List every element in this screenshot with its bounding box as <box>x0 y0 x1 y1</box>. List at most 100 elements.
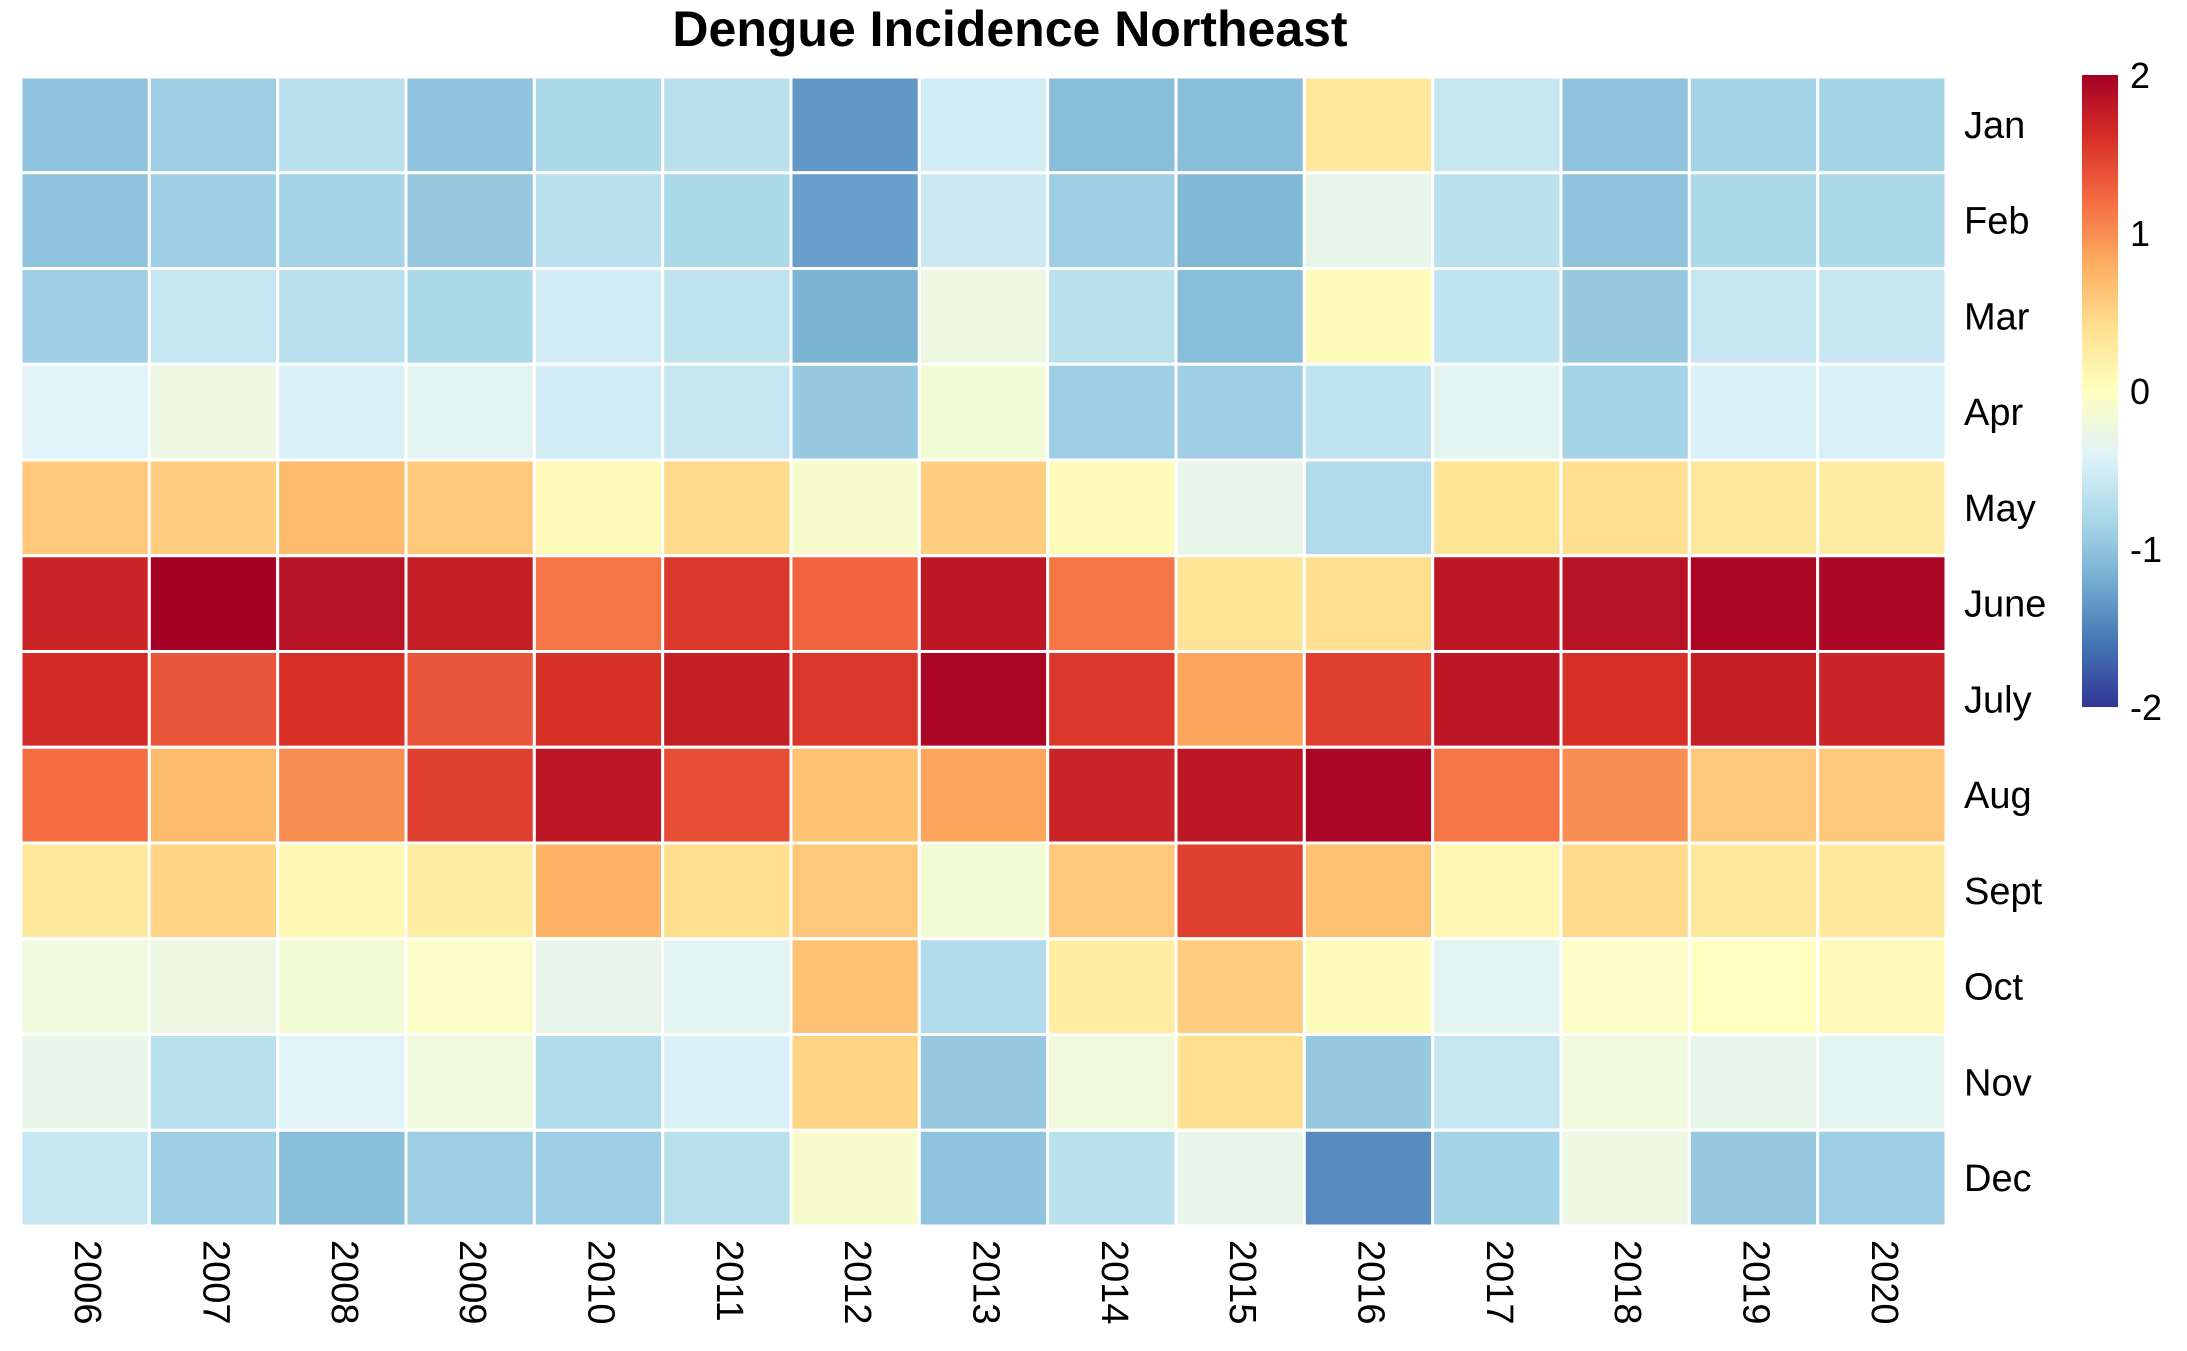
column-label-2016: 2016 <box>1349 1240 1391 1325</box>
column-label-2007: 2007 <box>194 1240 236 1325</box>
heatmap-cell-jan-2019 <box>1687 75 1820 175</box>
heatmap-cell-oct-2009 <box>404 937 536 1036</box>
heatmap-cell-oct-2017 <box>1431 937 1563 1036</box>
heatmap-cell-may-2010 <box>532 458 665 558</box>
heatmap-cell-apr-2011 <box>661 362 793 462</box>
heatmap-cell-apr-2009 <box>404 362 536 462</box>
legend-tick-label: -1 <box>2130 529 2162 570</box>
column-label-2010: 2010 <box>579 1240 621 1325</box>
heatmap-cell-dec-2019 <box>1687 1128 1820 1228</box>
heatmap-cell-june-2018 <box>1559 554 1691 653</box>
heatmap-cell-nov-2008 <box>276 1033 408 1132</box>
chart-title: Dengue Incidence Northeast <box>672 1 1347 57</box>
heatmap-cells <box>19 75 1948 1228</box>
column-label-2015: 2015 <box>1221 1240 1263 1325</box>
heatmap-cell-sept-2011 <box>661 841 793 941</box>
column-label-2012: 2012 <box>836 1240 878 1325</box>
heatmap-cell-sept-2007 <box>147 841 280 941</box>
heatmap-cell-mar-2007 <box>147 267 280 366</box>
heatmap-cell-june-2009 <box>404 554 536 653</box>
heatmap-cell-jan-2013 <box>917 75 1050 175</box>
heatmap-cell-oct-2015 <box>1174 937 1306 1036</box>
heatmap-cell-nov-2014 <box>1046 1033 1178 1132</box>
heatmap-cell-nov-2009 <box>404 1033 536 1132</box>
legend-tick-label: 1 <box>2130 213 2150 254</box>
row-label-oct: Oct <box>1964 967 2024 1009</box>
heatmap-cell-jan-2006 <box>19 75 151 175</box>
heatmap-cell-dec-2016 <box>1302 1128 1435 1228</box>
row-label-july: July <box>1964 679 2032 721</box>
heatmap-cell-feb-2020 <box>1816 171 1948 270</box>
heatmap-cell-jan-2012 <box>789 75 921 175</box>
heatmap-cell-mar-2006 <box>19 267 151 366</box>
heatmap-cell-aug-2020 <box>1816 745 1948 845</box>
heatmap-cell-feb-2008 <box>276 171 408 270</box>
heatmap-cell-june-2011 <box>661 554 793 653</box>
heatmap-cell-july-2008 <box>276 650 408 749</box>
heatmap-cell-feb-2018 <box>1559 171 1691 270</box>
heatmap-cell-aug-2016 <box>1302 745 1435 845</box>
heatmap-cell-july-2019 <box>1687 650 1820 749</box>
heatmap-cell-sept-2016 <box>1302 841 1435 941</box>
heatmap-cell-apr-2014 <box>1046 362 1178 462</box>
heatmap-cell-mar-2016 <box>1302 267 1435 366</box>
heatmap-cell-oct-2010 <box>532 937 665 1036</box>
heatmap-cell-may-2017 <box>1431 458 1563 558</box>
heatmap-cell-sept-2017 <box>1431 841 1563 941</box>
legend-ticks: 2 1 0 -1 -2 <box>2130 55 2162 728</box>
heatmap-cell-may-2012 <box>789 458 921 558</box>
heatmap-cell-dec-2006 <box>19 1128 151 1228</box>
heatmap-cell-july-2018 <box>1559 650 1691 749</box>
heatmap-cell-aug-2007 <box>147 745 280 845</box>
heatmap-cell-dec-2007 <box>147 1128 280 1228</box>
heatmap-cell-aug-2014 <box>1046 745 1178 845</box>
legend-tick-label: 0 <box>2130 371 2150 412</box>
heatmap-cell-sept-2012 <box>789 841 921 941</box>
heatmap-cell-mar-2012 <box>789 267 921 366</box>
column-label-2009: 2009 <box>451 1240 493 1325</box>
heatmap-cell-feb-2015 <box>1174 171 1306 270</box>
heatmap-cell-jan-2007 <box>147 75 280 175</box>
heatmap-cell-mar-2009 <box>404 267 536 366</box>
legend-tick-label: 2 <box>2130 55 2150 96</box>
heatmap-cell-july-2014 <box>1046 650 1178 749</box>
heatmap-cell-nov-2020 <box>1816 1033 1948 1132</box>
color-legend: 2 1 0 -1 -2 <box>2082 55 2162 728</box>
heatmap-cell-july-2013 <box>917 650 1050 749</box>
heatmap-cell-dec-2008 <box>276 1128 408 1228</box>
heatmap-cell-jan-2014 <box>1046 75 1178 175</box>
heatmap-cell-dec-2010 <box>532 1128 665 1228</box>
row-label-june: June <box>1964 584 2046 626</box>
column-labels: 2006 2007 2008 2009 2010 2011 2012 2013 2014 2015… <box>66 1240 1905 1325</box>
row-label-jan: Jan <box>1964 105 2025 147</box>
heatmap-cell-may-2016 <box>1302 458 1435 558</box>
heatmap-cell-mar-2011 <box>661 267 793 366</box>
heatmap-cell-aug-2010 <box>532 745 665 845</box>
heatmap-cell-aug-2017 <box>1431 745 1563 845</box>
heatmap-cell-apr-2018 <box>1559 362 1691 462</box>
heatmap-cell-may-2019 <box>1687 458 1820 558</box>
column-label-2013: 2013 <box>964 1240 1006 1325</box>
heatmap-cell-aug-2008 <box>276 745 408 845</box>
heatmap-cell-apr-2007 <box>147 362 280 462</box>
heatmap-cell-oct-2007 <box>147 937 280 1036</box>
heatmap-cell-dec-2018 <box>1559 1128 1691 1228</box>
heatmap-cell-sept-2014 <box>1046 841 1178 941</box>
heatmap-cell-jan-2011 <box>661 75 793 175</box>
heatmap-cell-july-2006 <box>19 650 151 749</box>
heatmap-cell-may-2020 <box>1816 458 1948 558</box>
heatmap-cell-aug-2011 <box>661 745 793 845</box>
row-label-dec: Dec <box>1964 1158 2032 1200</box>
heatmap-cell-feb-2014 <box>1046 171 1178 270</box>
heatmap-cell-aug-2006 <box>19 745 151 845</box>
heatmap-cell-june-2006 <box>19 554 151 653</box>
heatmap-cell-july-2016 <box>1302 650 1435 749</box>
heatmap-cell-oct-2012 <box>789 937 921 1036</box>
heatmap-cell-jan-2016 <box>1302 75 1435 175</box>
heatmap-cell-sept-2009 <box>404 841 536 941</box>
heatmap-cell-mar-2017 <box>1431 267 1563 366</box>
column-label-2018: 2018 <box>1606 1240 1648 1325</box>
row-label-feb: Feb <box>1964 201 2029 243</box>
column-label-2020: 2020 <box>1863 1240 1905 1325</box>
heatmap-cell-oct-2011 <box>661 937 793 1036</box>
